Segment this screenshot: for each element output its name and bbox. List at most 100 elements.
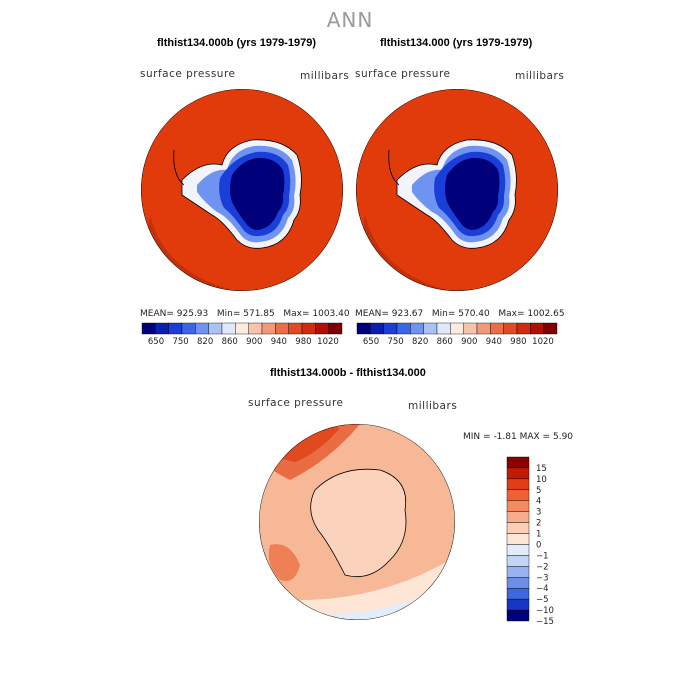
colorbar-level-swatch bbox=[506, 511, 530, 523]
colorbar-tick-label: 900 bbox=[461, 337, 477, 347]
panel-1-variable: surface pressure bbox=[140, 68, 236, 80]
panel-1-title: flthist134.000b (yrs 1979-1979) bbox=[157, 37, 316, 49]
colorbar-tick-label: 750 bbox=[387, 337, 403, 347]
colorbar-swatch bbox=[208, 322, 223, 335]
panel-2-title: flthist134.000 (yrs 1979-1979) bbox=[380, 37, 533, 49]
colorbar-swatch bbox=[543, 322, 558, 335]
colorbar-swatch bbox=[436, 322, 451, 335]
colorbar-swatch bbox=[463, 322, 478, 335]
diff-min-value: -1.81 bbox=[493, 432, 517, 442]
colorbar-level-swatch bbox=[506, 609, 530, 622]
colorbar-level-swatch bbox=[506, 467, 530, 480]
colorbar-swatch bbox=[516, 322, 531, 335]
mean-value: 925.93 bbox=[176, 309, 209, 319]
diff-max-value: 5.90 bbox=[552, 432, 574, 442]
colorbar-swatch bbox=[356, 322, 371, 335]
colorbar-level-swatch bbox=[506, 598, 530, 611]
colorbar-swatch bbox=[235, 322, 249, 335]
colorbar-level-swatch bbox=[506, 500, 530, 512]
min-value: 571.85 bbox=[243, 309, 275, 319]
colorbar-swatch bbox=[530, 322, 544, 335]
colorbar-swatch bbox=[301, 322, 316, 335]
colorbar-2: 650 750 820 860 900 940 980 1020 bbox=[356, 322, 558, 347]
colorbar-swatch bbox=[221, 322, 236, 335]
colorbar-swatch bbox=[503, 322, 518, 335]
colorbar-level-label: 4 bbox=[536, 497, 541, 507]
map-panel-1 bbox=[141, 89, 343, 291]
colorbar-tick-label: 650 bbox=[363, 337, 379, 347]
colorbar-swatch bbox=[275, 322, 289, 335]
colorbar-level-label: −2 bbox=[536, 562, 549, 572]
colorbar-level-label: −10 bbox=[536, 606, 554, 616]
difference-variable: surface pressure bbox=[248, 397, 344, 409]
colorbar-swatch bbox=[288, 322, 303, 335]
colorbar-swatch bbox=[410, 322, 424, 335]
colorbar-swatch bbox=[328, 322, 343, 335]
colorbar-level-swatch bbox=[506, 456, 530, 469]
colorbar-tick-label: 1020 bbox=[317, 337, 339, 347]
colorbar-swatch bbox=[155, 322, 169, 335]
colorbar-level-label: −3 bbox=[536, 573, 549, 583]
min-label: Min= bbox=[216, 309, 241, 319]
colorbar-level-label: 5 bbox=[536, 486, 541, 496]
mean-label: MEAN= bbox=[140, 309, 174, 319]
difference-map bbox=[259, 424, 455, 620]
colorbar-swatch bbox=[141, 322, 156, 335]
panel-1-units: millibars bbox=[300, 70, 350, 82]
colorbar-level-swatch bbox=[506, 555, 530, 567]
colorbar-level-swatch bbox=[506, 533, 530, 545]
colorbar-level-swatch bbox=[506, 566, 530, 578]
colorbar-tick-label: 820 bbox=[412, 337, 428, 347]
difference-title: flthist134.000b - flthist134.000 bbox=[270, 367, 426, 379]
max-value: 1002.65 bbox=[527, 309, 565, 319]
colorbar-swatch bbox=[195, 322, 209, 335]
colorbar-tick-label: 940 bbox=[486, 337, 502, 347]
antarctica-contours-2 bbox=[388, 139, 517, 249]
colorbar-swatch bbox=[248, 322, 263, 335]
colorbar-swatch bbox=[168, 322, 183, 335]
colorbar-tick-label: 860 bbox=[437, 337, 453, 347]
colorbar-tick-label: 980 bbox=[295, 337, 311, 347]
panel-2-stats: MEAN= 923.67 Min= 570.40 Max= 1002.65 bbox=[355, 309, 565, 319]
colorbar-level-swatch bbox=[506, 489, 530, 501]
main-title: ANN bbox=[326, 8, 374, 32]
colorbar-swatch bbox=[261, 322, 276, 335]
colorbar-level-label: 10 bbox=[536, 475, 547, 485]
colorbar-level-swatch bbox=[506, 544, 530, 556]
max-label: Max= bbox=[498, 309, 525, 319]
colorbar-swatch bbox=[490, 322, 504, 335]
colorbar-tick-label: 860 bbox=[222, 337, 238, 347]
max-label: Max= bbox=[283, 309, 310, 319]
min-value: 570.40 bbox=[458, 309, 490, 319]
max-value: 1003.40 bbox=[312, 309, 350, 319]
colorbar-level-label: −5 bbox=[536, 595, 549, 605]
colorbar-level-label: 0 bbox=[536, 540, 541, 550]
difference-units: millibars bbox=[408, 400, 458, 412]
colorbar-level-label: 3 bbox=[536, 508, 541, 518]
colorbar-swatch bbox=[181, 322, 196, 335]
colorbar-tick-label: 820 bbox=[197, 337, 213, 347]
panel-2-variable: surface pressure bbox=[355, 68, 451, 80]
diff-min-label: MIN = bbox=[463, 432, 491, 442]
difference-minmax: MIN = -1.81 MAX = 5.90 bbox=[463, 432, 573, 442]
colorbar-tick-label: 980 bbox=[510, 337, 526, 347]
colorbar-level-label: 1 bbox=[536, 530, 541, 540]
diff-max-label: MAX = bbox=[519, 432, 551, 442]
panel-2-units: millibars bbox=[515, 70, 565, 82]
antarctica-contours-1 bbox=[173, 139, 302, 249]
mean-label: MEAN= bbox=[355, 309, 389, 319]
colorbar-level-swatch bbox=[506, 577, 530, 589]
colorbar-level-label: −15 bbox=[536, 617, 554, 627]
colorbar-swatch bbox=[370, 322, 384, 335]
colorbar-swatch bbox=[476, 322, 491, 335]
mean-value: 923.67 bbox=[391, 309, 424, 319]
colorbar-level-swatch bbox=[506, 522, 530, 534]
colorbar-swatch bbox=[423, 322, 438, 335]
colorbar-level-swatch bbox=[506, 478, 530, 491]
colorbar-swatch bbox=[450, 322, 464, 335]
colorbar-tick-label: 750 bbox=[172, 337, 188, 347]
min-label: Min= bbox=[431, 309, 456, 319]
colorbar-level-swatch bbox=[506, 588, 530, 600]
